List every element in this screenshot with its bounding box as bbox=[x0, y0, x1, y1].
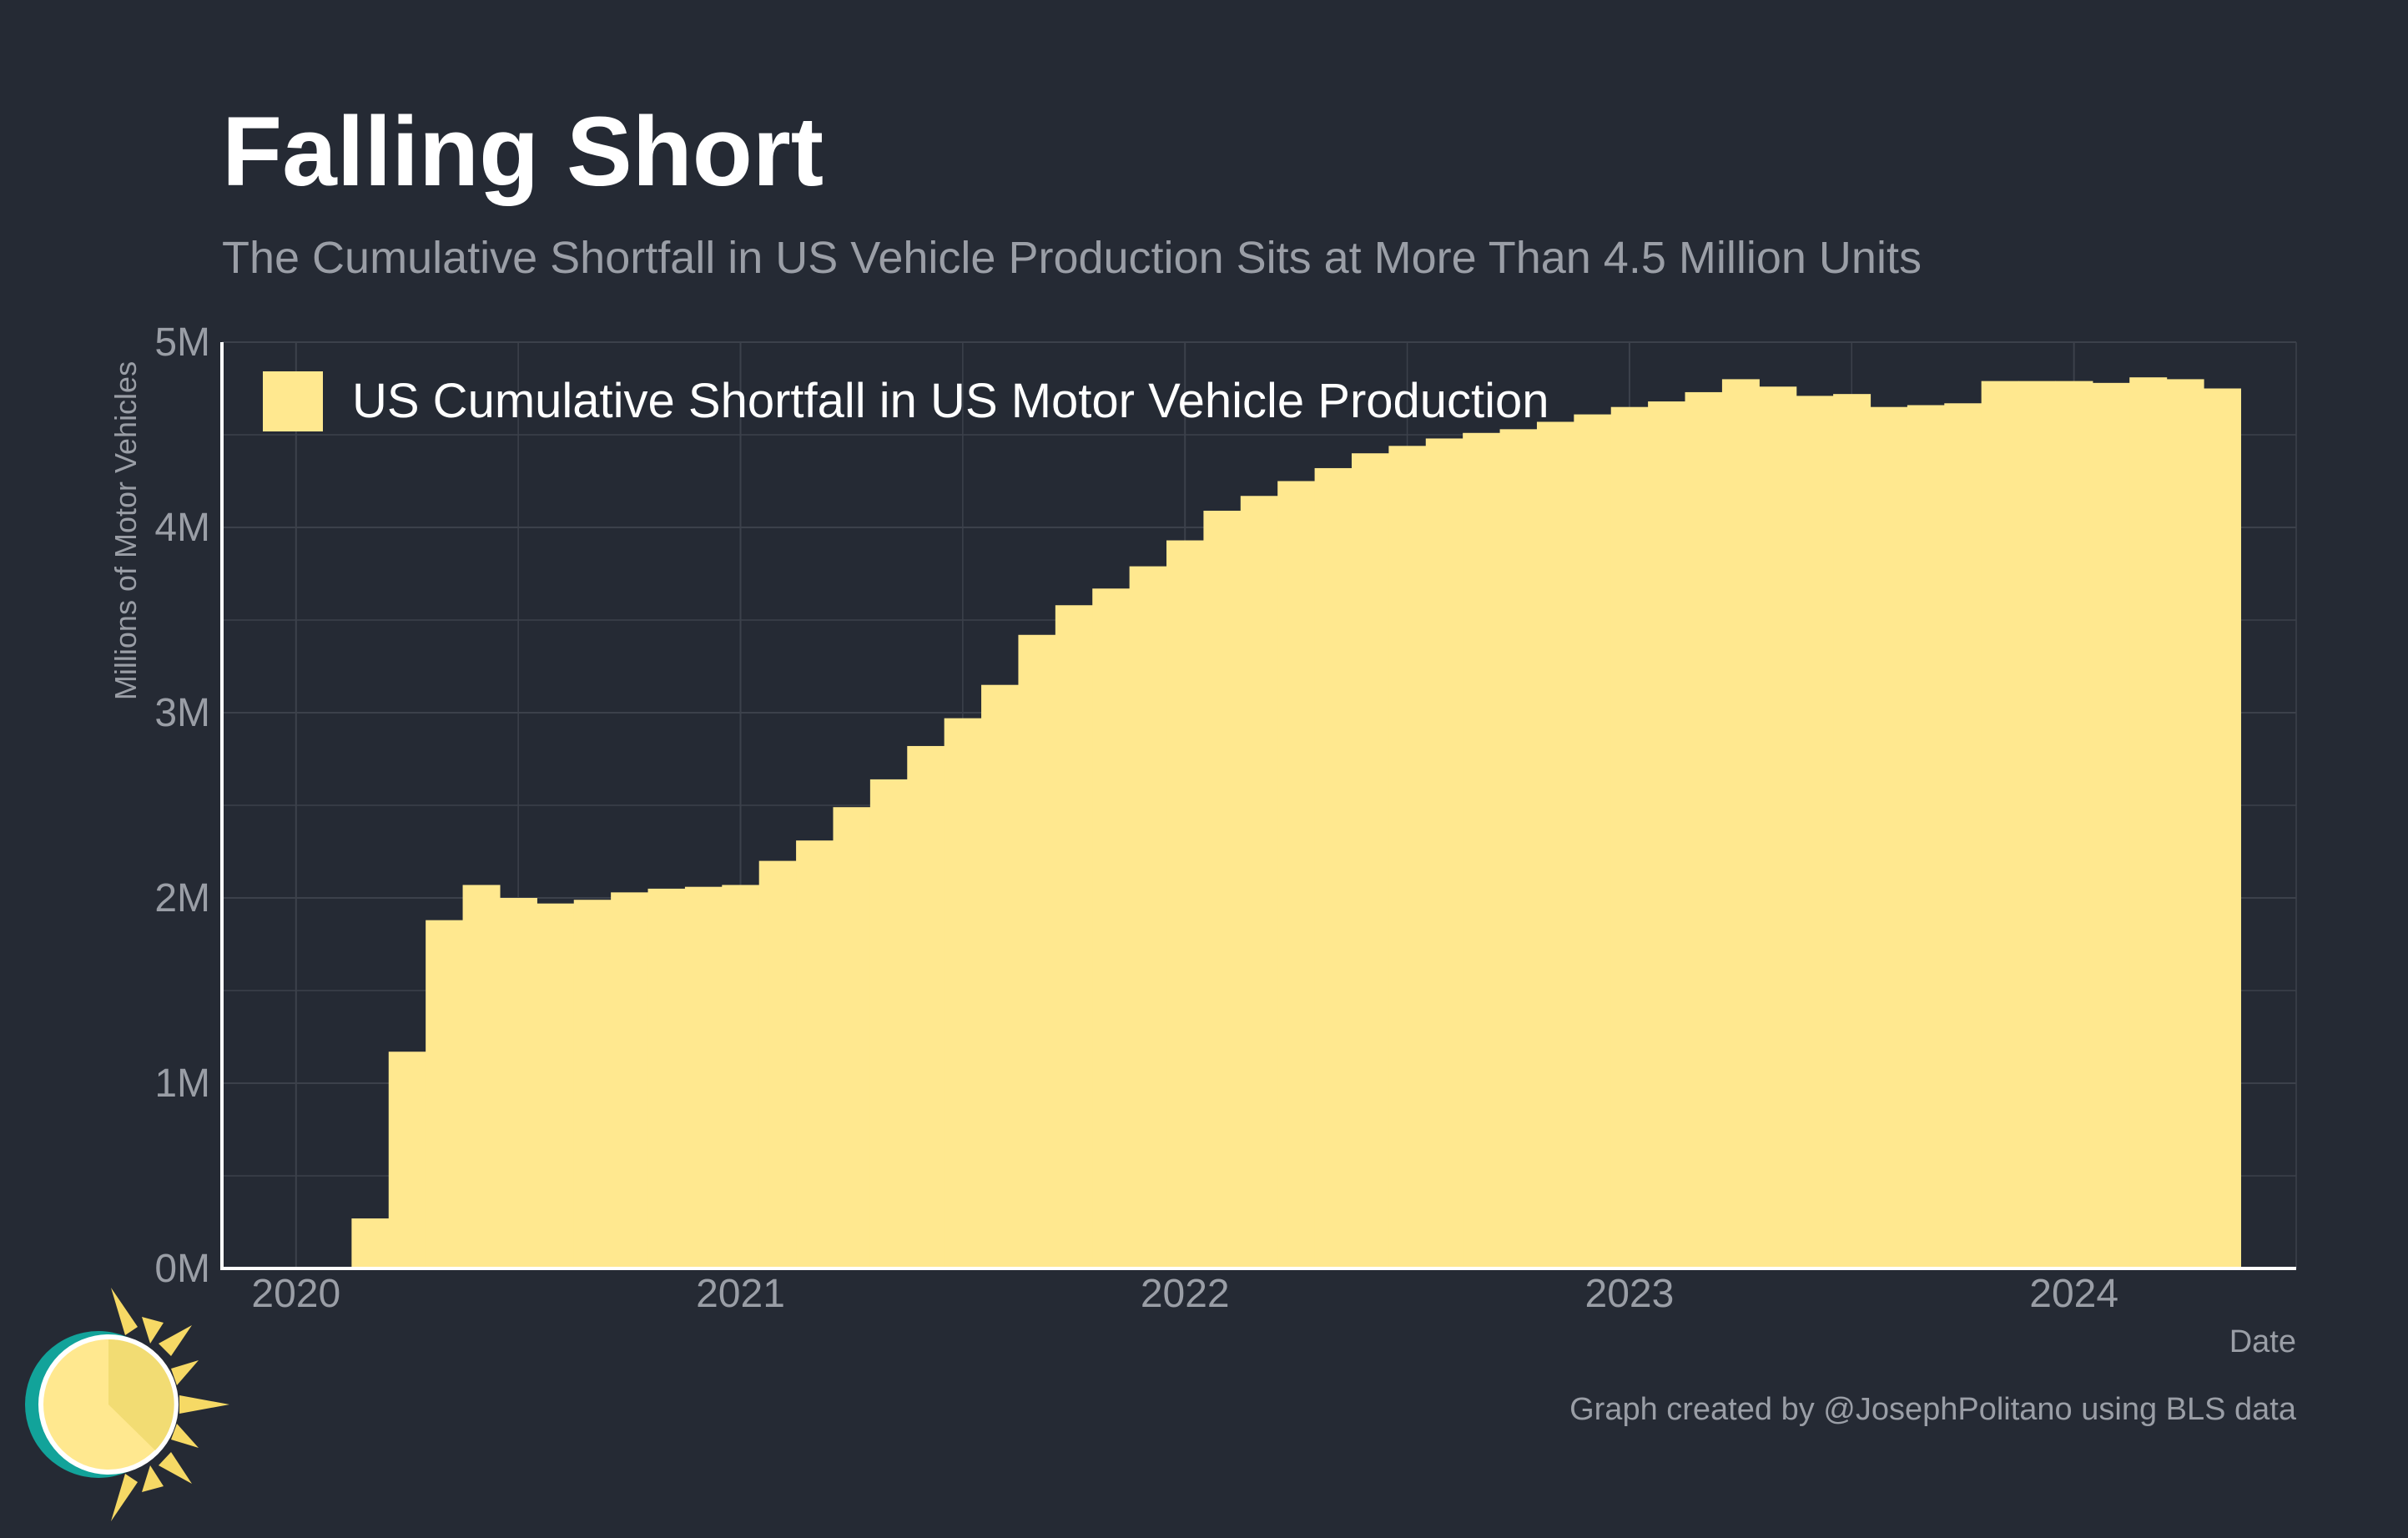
bar bbox=[1981, 381, 2019, 1268]
bar bbox=[1536, 421, 1574, 1269]
bar bbox=[537, 903, 575, 1268]
bars bbox=[351, 377, 2242, 1269]
bar bbox=[1870, 406, 1908, 1269]
x-tick-label: 2021 bbox=[696, 1272, 785, 1316]
credit: Graph created by @JosephPolitano using B… bbox=[1569, 1392, 2297, 1427]
bar bbox=[2055, 381, 2093, 1268]
bar bbox=[684, 886, 723, 1268]
x-axis-label: Date bbox=[2229, 1324, 2296, 1359]
y-tick-label: 1M bbox=[154, 1061, 210, 1106]
bar bbox=[796, 840, 834, 1268]
bar bbox=[1944, 403, 1982, 1268]
bar bbox=[388, 1051, 426, 1268]
x-tick-labels: 2020 2021 2022 2023 2024 bbox=[251, 1272, 2118, 1316]
bar bbox=[944, 718, 982, 1268]
x-tick-label: 2022 bbox=[1141, 1272, 1230, 1316]
axes bbox=[220, 342, 2296, 1270]
bar bbox=[1166, 540, 1205, 1268]
x-tick-label: 2020 bbox=[251, 1272, 340, 1316]
bar bbox=[573, 900, 612, 1268]
bar bbox=[499, 898, 537, 1268]
bar bbox=[1463, 432, 1501, 1268]
y-axis-label: Millions of Motor Vehicles bbox=[108, 361, 143, 700]
bar bbox=[426, 920, 464, 1268]
bar bbox=[647, 888, 686, 1268]
y-tick-label: 3M bbox=[154, 691, 210, 735]
bar bbox=[1018, 634, 1056, 1268]
bar bbox=[2129, 377, 2168, 1269]
bar bbox=[907, 745, 945, 1268]
y-tick-labels: 0M 1M 2M 3M 4M 5M bbox=[154, 320, 210, 1291]
bar bbox=[1574, 414, 1612, 1269]
bar bbox=[1759, 386, 1797, 1268]
sun-logo-icon bbox=[25, 1288, 229, 1521]
bar bbox=[1092, 588, 1131, 1268]
y-tick-label: 2M bbox=[154, 876, 210, 920]
bar bbox=[1277, 481, 1316, 1268]
y-tick-label: 4M bbox=[154, 506, 210, 550]
bar bbox=[1388, 446, 1427, 1268]
chart-title: Falling Short bbox=[222, 97, 824, 207]
x-tick-label: 2023 bbox=[1585, 1272, 1675, 1316]
legend: US Cumulative Shortfall in US Motor Vehi… bbox=[263, 371, 1549, 431]
bar bbox=[2092, 382, 2130, 1269]
bar bbox=[1648, 401, 1686, 1268]
bar bbox=[1499, 429, 1538, 1268]
bar bbox=[1129, 566, 1167, 1268]
bar bbox=[1907, 405, 1945, 1269]
legend-swatch bbox=[263, 371, 323, 431]
bar bbox=[1351, 453, 1389, 1268]
y-tick-label: 5M bbox=[154, 320, 210, 365]
bar bbox=[1240, 496, 1278, 1268]
bar bbox=[351, 1218, 390, 1268]
bar bbox=[462, 885, 501, 1268]
y-tick-label: 0M bbox=[154, 1247, 210, 1291]
bar bbox=[981, 684, 1020, 1268]
bar bbox=[1685, 391, 1723, 1269]
bar bbox=[869, 779, 908, 1268]
bar bbox=[722, 885, 760, 1268]
bar bbox=[1610, 406, 1649, 1269]
bar bbox=[1203, 511, 1242, 1268]
bar bbox=[1314, 467, 1353, 1268]
bar bbox=[2166, 379, 2204, 1268]
bar bbox=[833, 807, 871, 1268]
bar bbox=[611, 892, 649, 1268]
bar bbox=[1425, 438, 1463, 1268]
bar bbox=[758, 860, 797, 1268]
chart-subtitle: The Cumulative Shortfall in US Vehicle P… bbox=[222, 233, 1922, 283]
bar bbox=[1833, 394, 1871, 1268]
bar bbox=[1721, 379, 1760, 1268]
bar bbox=[2018, 381, 2057, 1268]
bar bbox=[2204, 388, 2242, 1268]
bar bbox=[1055, 605, 1093, 1268]
bar bbox=[1796, 396, 1834, 1268]
legend-label: US Cumulative Shortfall in US Motor Vehi… bbox=[352, 374, 1549, 428]
x-tick-label: 2024 bbox=[2029, 1272, 2118, 1316]
